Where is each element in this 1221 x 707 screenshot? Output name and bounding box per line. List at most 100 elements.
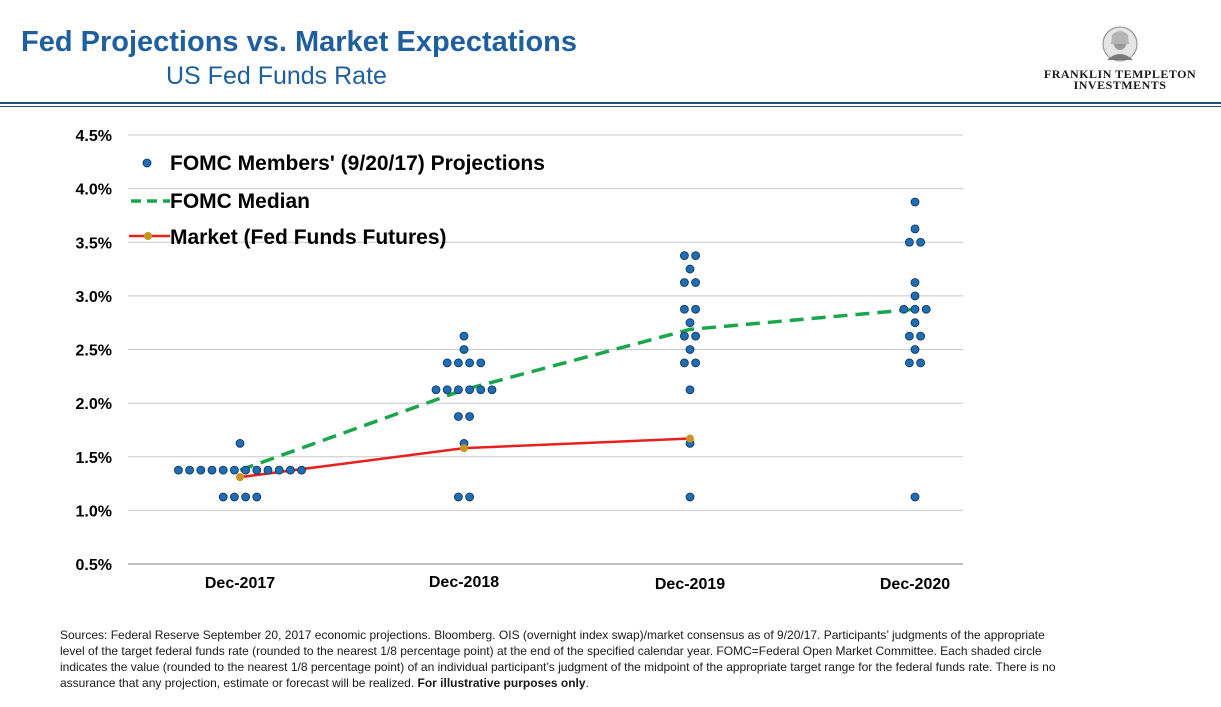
projection-dot (910, 318, 920, 328)
projection-dot (685, 385, 695, 395)
projection-dot (910, 291, 920, 301)
projection-dot (685, 264, 695, 274)
y-axis-tick-labels: 0.5% 1.0% 1.5% 2.0% 2.5% 3.0% 3.5% 4.0% 4.5% (76, 128, 112, 574)
projection-dot (685, 318, 695, 328)
projection-dot (476, 358, 486, 368)
y-tick-label: 3.0% (76, 289, 112, 306)
logo-name: FRANKLIN TEMPLETON (1043, 67, 1197, 81)
legend-label-market: Market (Fed Funds Futures) (170, 226, 447, 249)
projection-dot (487, 385, 497, 395)
projection-dot (173, 465, 183, 475)
projection-dot (297, 465, 307, 475)
projection-dot (916, 358, 925, 368)
projection-dot (905, 237, 914, 247)
projection-dot (218, 465, 228, 475)
projection-dot (263, 465, 273, 475)
projection-dot (252, 492, 262, 502)
y-tick-label: 0.5% (76, 557, 112, 574)
projection-dot (680, 331, 689, 341)
footnote-end: . (585, 676, 589, 690)
projection-dot (196, 465, 206, 475)
legend-label-projections: FOMC Members' (9/20/17) Projections (170, 152, 545, 175)
header-divider-thin (0, 106, 1221, 107)
projection-dot (453, 492, 463, 502)
projection-dot (910, 492, 920, 502)
projection-dot (910, 224, 920, 234)
projection-dot (185, 465, 195, 475)
projection-dot (442, 358, 452, 368)
projection-dot (229, 465, 239, 475)
projection-dot (453, 385, 463, 395)
projection-dot (241, 465, 251, 475)
page-title: Fed Projections vs. Market Expectations (21, 26, 578, 58)
x-tick-label: Dec-2019 (655, 576, 725, 593)
projection-dot (274, 465, 284, 475)
y-tick-label: 3.5% (76, 235, 112, 252)
projection-dot (453, 358, 463, 368)
projection-dot (685, 345, 695, 354)
projection-dot (431, 385, 441, 395)
projection-dot (680, 251, 689, 261)
legend: FOMC Members' (9/20/17) Projections FOMC … (129, 152, 545, 249)
x-tick-label: Dec-2017 (205, 575, 275, 592)
portrait-icon (1102, 26, 1138, 62)
gridlines (128, 134, 963, 565)
projection-dot (476, 385, 486, 395)
projection-dot (241, 492, 251, 502)
projection-dot (453, 412, 463, 421)
projection-dot (691, 358, 700, 368)
projection-dot (680, 304, 689, 314)
projection-dot (916, 237, 925, 247)
x-tick-label: Dec-2018 (429, 574, 499, 591)
projection-dot (921, 304, 931, 314)
y-tick-label: 4.5% (76, 128, 112, 145)
x-tick-label: Dec-2020 (880, 576, 950, 593)
x-axis-tick-labels: Dec-2017 Dec-2018 Dec-2019 Dec-2020 (205, 574, 950, 593)
page-subtitle: US Fed Funds Rate (166, 62, 387, 90)
y-tick-label: 2.5% (76, 343, 112, 360)
projection-dot (691, 251, 700, 261)
projection-dot (285, 465, 295, 475)
sources-footnote: Sources: Federal Reserve September 20, 2… (60, 627, 1060, 691)
market-marker (460, 444, 468, 453)
series-lines (239, 307, 916, 479)
projection-dot (910, 345, 920, 354)
y-tick-label: 1.5% (76, 450, 112, 467)
y-tick-label: 1.0% (76, 503, 112, 520)
logo-subname: INVESTMENTS (1073, 78, 1167, 92)
projection-dot (229, 492, 239, 502)
projection-dot (910, 278, 920, 287)
projection-dot (207, 465, 217, 475)
market-marker (686, 434, 694, 443)
legend-dot-marker (142, 158, 152, 168)
projection-dot (459, 331, 469, 341)
fed-funds-chart: 0.5% 1.0% 1.5% 2.0% 2.5% 3.0% 3.5% 4.0% 4.5% Dec… (76, 128, 963, 593)
projection-dot (680, 278, 689, 287)
projection-dot (685, 492, 695, 502)
projection-dot (691, 304, 700, 314)
projection-dot (910, 197, 920, 207)
projection-dot (691, 278, 700, 287)
projection-dot (235, 438, 245, 448)
projection-dot (691, 331, 700, 341)
projection-dot (899, 304, 909, 314)
projection-dot (465, 385, 475, 395)
header-divider (0, 102, 1221, 104)
fomc-median-line (239, 307, 916, 472)
projection-dot (680, 358, 689, 368)
projection-dot (459, 345, 469, 354)
projection-dot (465, 492, 475, 502)
legend-label-median: FOMC Median (170, 190, 310, 213)
projection-dot (442, 385, 452, 395)
y-tick-label: 2.0% (76, 396, 112, 413)
projection-dot (465, 358, 475, 368)
legend-market-marker (144, 232, 152, 240)
market-marker (236, 473, 244, 482)
footnote-text: Sources: Federal Reserve September 20, 2… (60, 628, 1056, 690)
projection-dot (218, 492, 228, 502)
projection-dot (910, 304, 920, 314)
projection-dot (905, 331, 914, 341)
footnote-emphasis: For illustrative purposes only (417, 676, 586, 690)
projection-dot (252, 465, 262, 475)
y-tick-label: 4.0% (76, 182, 112, 199)
